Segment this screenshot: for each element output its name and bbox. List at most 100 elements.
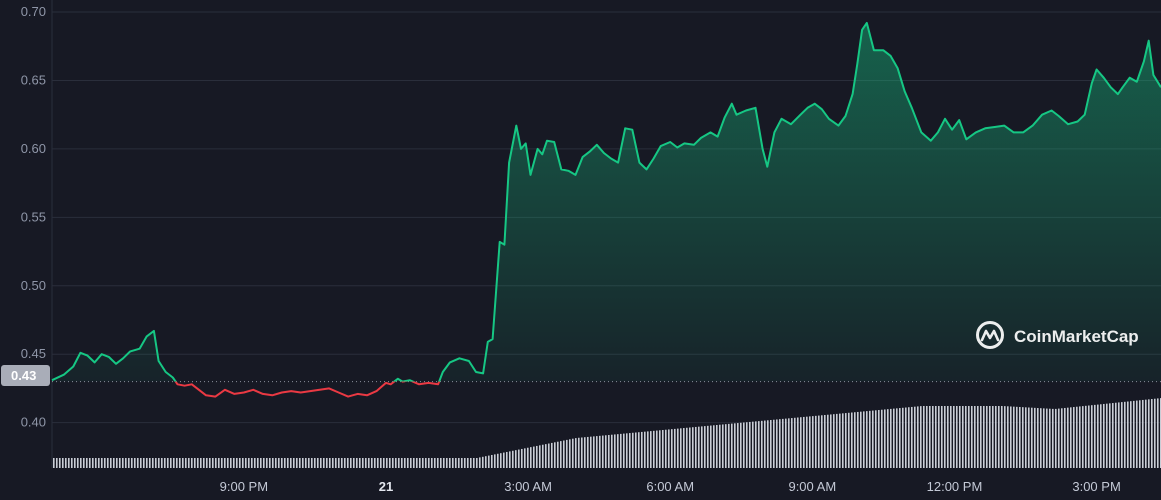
volume-bar [200,458,202,468]
volume-bar [503,452,505,468]
volume-bar [182,458,184,468]
x-tick-label: 6:00 AM [646,479,694,494]
x-tick-label: 21 [379,479,393,494]
price-area [52,22,1161,382]
volume-bar [467,458,469,468]
volume-bar [320,458,322,468]
y-tick-label: 0.70 [21,4,46,19]
volume-bar [482,456,484,468]
volume-bar [674,428,676,468]
volume-bar [623,433,625,468]
volume-bar [170,458,172,468]
volume-bar [551,442,553,468]
volume-bar [65,458,67,468]
volume-bar [875,410,877,468]
volume-bar [326,458,328,468]
price-line-up [51,21,1161,382]
volume-bar [302,458,304,468]
x-tick-label: 9:00 PM [220,479,268,494]
volume-bar [1055,408,1057,468]
volume-bar [113,458,115,468]
volume-bar [689,427,691,468]
volume-bar [410,458,412,468]
volume-bar [914,406,916,468]
volume-bar [227,458,229,468]
volume-bar [815,415,817,468]
y-tick-label: 0.55 [21,209,46,224]
volume-bar [725,424,727,468]
volume-bar [59,458,61,468]
volume-bar [80,458,82,468]
volume-bar [842,413,844,468]
volume-bar [548,443,550,468]
volume-bar [209,458,211,468]
volume-bar [560,441,562,468]
volume-bar [1064,407,1066,468]
volume-bar [257,458,259,468]
volume-bar [422,458,424,468]
volume-bar [836,413,838,468]
volume-bar [821,415,823,468]
volume-bar [917,406,919,468]
volume-bar [578,437,580,468]
volume-bar [491,454,493,468]
volume-bar [734,423,736,468]
volume-bar [290,458,292,468]
volume-bar [89,458,91,468]
volume-bar [974,406,976,468]
volume-bar [731,423,733,468]
volume-bar [716,424,718,468]
volume-bar [206,458,208,468]
volume-bar [284,458,286,468]
volume-bar [1028,407,1030,468]
volume-bar [629,433,631,468]
volume-bar [839,413,841,468]
volume-bar [506,451,508,468]
volume-bar [371,458,373,468]
baseline-price-label-bg [1,365,50,386]
volume-bar [680,428,682,468]
volume-bar [881,409,883,468]
volume-bar [671,429,673,468]
volume-bar [404,458,406,468]
volume-bar [143,458,145,468]
volume-bar [299,458,301,468]
volume-bar [347,458,349,468]
volume-bar [455,458,457,468]
volume-bar [1052,408,1054,468]
volume-bar [536,445,538,468]
volume-bar [953,406,955,468]
volume-bar [947,406,949,468]
volume-bar [53,458,55,468]
volume-bar [599,435,601,468]
volume-bar [359,458,361,468]
x-tick-label: 9:00 AM [788,479,836,494]
volume-bar [1112,403,1114,468]
volume-bar [266,458,268,468]
volume-bar [686,427,688,468]
volume-bar [851,412,853,468]
volume-bar [1091,405,1093,468]
volume-bar [428,458,430,468]
volume-bar [380,458,382,468]
volume-bar [452,458,454,468]
volume-bar [719,424,721,468]
volume-bar [611,434,613,468]
volume-bar [260,458,262,468]
volume-bar [920,406,922,468]
volume-bar [1127,401,1129,468]
volume-bar [1001,406,1003,468]
volume-bar [539,445,541,468]
volume-bar [152,458,154,468]
volume-bar [125,458,127,468]
volume-bar [104,458,106,468]
volume-bar [464,458,466,468]
volume-bar [413,458,415,468]
volume-bar [722,424,724,468]
volume-bar [473,458,475,468]
volume-bar [254,458,256,468]
volume-bar [248,458,250,468]
volume-bar [365,458,367,468]
volume-bar [1094,404,1096,468]
